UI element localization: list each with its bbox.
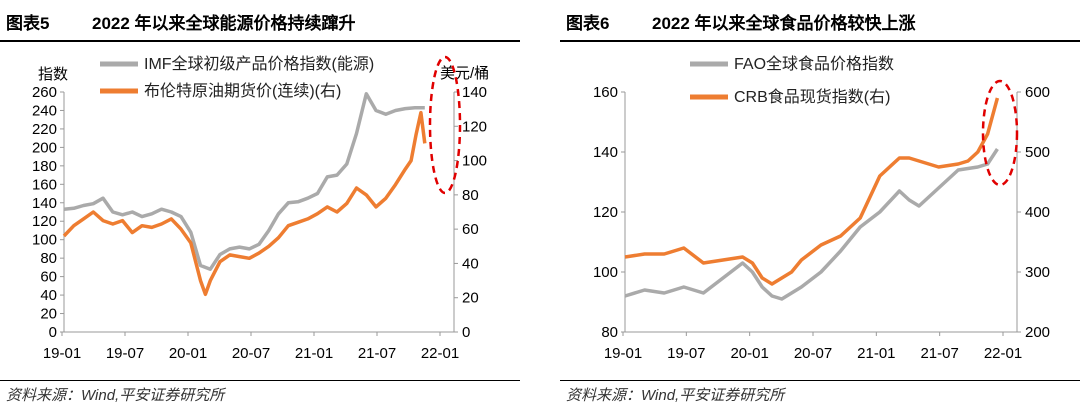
right-tick-label: 100 [462,153,487,170]
left-tick-label: 100 [32,232,57,249]
x-tick-label: 19-07 [106,345,144,362]
right-tick-label: 500 [1025,144,1050,161]
y-axis-right-title: 美元/桶 [440,65,489,82]
figure-5-header: 图表5 2022 年以来全球能源价格持续蹿升 [0,0,520,42]
x-tick-label: 19-01 [43,345,81,362]
figure-6-chart: 80 100 120 140 160 200 300 400 500 600 19-01 19-07 2… [593,55,1050,362]
figure-5-source-text: 资料来源：Wind,平安证券研究所 [6,387,225,404]
figure-6-source: 资料来源：Wind,平安证券研究所 [560,380,1080,407]
left-tick-label: 140 [593,144,618,161]
left-tick-label: 20 [40,306,57,323]
left-tick-label: 0 [49,324,57,341]
x-tick-label: 20-07 [232,345,270,362]
figure-6-panel: 图表6 2022 年以来全球食品价格较快上涨 80 100 120 140 160 200… [560,0,1080,413]
x-tick-label: 22-01 [421,345,459,362]
right-tick-label: 400 [1025,204,1050,221]
left-tick-label: 40 [40,287,57,304]
right-tick-label: 600 [1025,84,1050,101]
right-tick-label: 80 [462,187,479,204]
x-tick-label: 20-01 [169,345,207,362]
figure-5-chart: 0204060801001201401601802002202402600204… [32,55,489,362]
right-tick-label: 200 [1025,324,1050,341]
right-tick-label: 60 [462,221,479,238]
left-tick-label: 260 [32,84,57,101]
left-tick-label: 160 [593,84,618,101]
left-tick-label: 80 [601,324,618,341]
left-tick-label: 140 [32,195,57,212]
figure-6-source-text: 资料来源：Wind,平安证券研究所 [566,387,785,404]
x-tick-label: 21-07 [920,345,958,362]
figure-6-label: 图表6 [566,14,610,33]
series-line-1 [63,92,425,271]
left-tick-label: 120 [593,204,618,221]
x-tick-label: 21-01 [857,345,895,362]
legend-label: CRB食品现货指数(右) [734,88,890,106]
right-tick-label: 40 [462,255,479,272]
left-tick-label: 120 [32,213,57,230]
left-tick-label: 240 [32,102,57,119]
figure-5-label: 图表5 [6,14,50,33]
legend-label: 布伦特原油期货价(连续)(右) [144,82,341,100]
right-tick-label: 20 [462,290,479,307]
left-tick-label: 60 [40,269,57,286]
figure-5-source: 资料来源：Wind,平安证券研究所 [0,380,520,407]
figure-5-panel: 图表5 2022 年以来全球能源价格持续蹿升 0 20 40 60 80 100 120 14… [0,0,520,413]
x-tick-label: 20-01 [730,345,768,362]
x-tick-label: 20-07 [794,345,832,362]
right-tick-label: 300 [1025,264,1050,281]
x-tick-label: 19-01 [604,345,642,362]
x-tick-label: 21-01 [295,345,333,362]
right-tick-label: 140 [462,84,487,101]
left-tick-label: 160 [32,176,57,193]
left-tick-label: 180 [32,158,57,175]
left-tick-label: 100 [593,264,618,281]
figure-5-title: 2022 年以来全球能源价格持续蹿升 [92,14,356,33]
legend-label: FAO全球食品价格指数 [734,55,894,73]
left-tick-label: 220 [32,121,57,138]
x-tick-label: 19-07 [667,345,705,362]
right-tick-label: 0 [462,324,470,341]
legend-label: IMF全球初级产品价格指数(能源) [144,55,374,73]
right-tick-label: 120 [462,118,487,135]
highlight-ellipse [428,55,462,195]
figure-6-header: 图表6 2022 年以来全球食品价格较快上涨 [560,0,1080,42]
series-line-2 [62,110,427,297]
left-tick-label: 200 [32,139,57,156]
left-tick-label: 80 [40,250,57,267]
y-axis-left-title: 指数 [38,66,68,83]
series-line-2 [624,97,1000,286]
x-tick-label: 21-07 [358,345,396,362]
x-tick-label: 22-01 [984,345,1022,362]
series-line-1 [624,148,999,301]
highlight-ellipse [981,79,1019,187]
figure-6-title: 2022 年以来全球食品价格较快上涨 [652,14,916,33]
